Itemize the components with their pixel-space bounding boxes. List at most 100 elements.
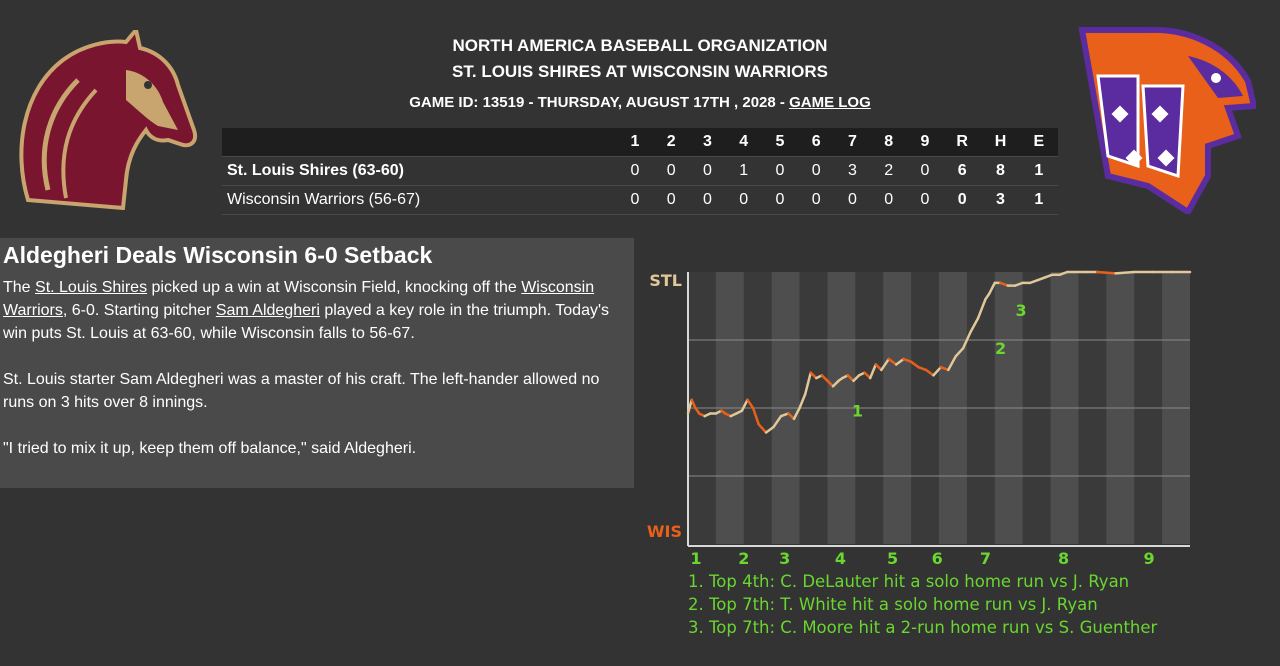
inning-tick-label: 8 (1058, 549, 1069, 568)
inning-header: 5 (775, 133, 785, 150)
inning-header: 9 (920, 133, 930, 150)
win-probability-segment (1058, 270, 1069, 276)
inning-header: 8 (884, 133, 894, 150)
inning-tick-label: 2 (738, 549, 749, 568)
win-probability-segment (924, 368, 935, 377)
win-probability-segment (746, 398, 755, 410)
pitcher-link[interactable]: Sam Aldegheri (215, 302, 320, 319)
inning-score: 0 (920, 191, 930, 208)
home-team-link[interactable]: Wisconsin Warriors (3, 279, 595, 319)
recap-text: The (3, 279, 36, 296)
win-probability-segment (1095, 270, 1117, 275)
win-probability-segment (939, 365, 950, 372)
inning-score: 2 (884, 162, 894, 179)
linescore-table: 1 2 3 4 5 6 7 8 9 R H E St. Louis Shires… (222, 128, 1058, 215)
inning-tick-label: 5 (887, 549, 898, 568)
inning-score: 0 (739, 191, 749, 208)
team-name: St. Louis Shires (63-60) (227, 162, 404, 179)
inning-score: 0 (630, 162, 640, 179)
away-team-row: St. Louis Shires (63-60) 0 0 0 1 0 0 3 2… (222, 156, 1058, 186)
inning-score: 0 (703, 162, 712, 179)
recap-paragraph: St. Louis starter Sam Aldegheri was a ma… (3, 371, 600, 411)
inning-tick-label: 4 (835, 549, 846, 568)
win-probability-segment (880, 357, 891, 372)
runs-header: R (956, 133, 968, 150)
inning-score: 0 (630, 191, 640, 208)
win-probability-segment (820, 374, 829, 383)
organization-title: NORTH AMERICA BASEBALL ORGANIZATION (452, 36, 828, 55)
win-probability-segment (947, 355, 957, 372)
inning-tick-label: 6 (932, 549, 943, 568)
win-probability-segment (803, 371, 812, 396)
team-name: Wisconsin Warriors (56-67) (227, 191, 421, 208)
recap-headline: Aldegheri Deals Wisconsin 6-0 Setback (3, 242, 433, 268)
recap-text: , 6-0. Starting pitcher (62, 302, 216, 319)
inning-score: 0 (848, 191, 857, 208)
runs-total: 0 (957, 191, 967, 208)
win-probability-segment (932, 365, 943, 377)
recap-paragraph: The St. Louis Shires picked up a win at … (3, 276, 618, 345)
inning-score: 0 (775, 162, 785, 179)
win-probability-segment (798, 393, 807, 410)
win-probability-segment (999, 281, 1010, 287)
team-column-header (222, 128, 617, 157)
away-team-link[interactable]: St. Louis Shires (35, 279, 148, 296)
event-marker: 1 (852, 402, 863, 421)
win-probability-segment (954, 346, 965, 358)
inning-tick-label: 9 (1144, 549, 1155, 568)
game-id-date: GAME ID: 13519 - THURSDAY, AUGUST 17TH ,… (409, 94, 790, 111)
hits-total: 3 (996, 191, 1005, 208)
win-probability-segment (1013, 281, 1024, 287)
linescore-header-row: 1 2 3 4 5 6 7 8 9 R H E (222, 128, 1058, 157)
inning-header: 3 (703, 133, 712, 150)
errors-total: 1 (1034, 191, 1044, 208)
win-probability-segment (751, 406, 760, 426)
win-probability-segment (852, 374, 861, 383)
inning-score: 0 (884, 191, 894, 208)
inning-header: 6 (811, 133, 821, 150)
win-probability-segment (887, 357, 898, 366)
inning-score: 1 (739, 162, 749, 179)
win-probability-segment (868, 363, 878, 380)
inning-header: 4 (739, 133, 749, 150)
win-probability-segment (969, 316, 980, 334)
horse-logo-icon (19, 30, 197, 210)
win-probability-segment (1043, 273, 1054, 279)
recap-body: The St. Louis Shires picked up a win at … (3, 276, 618, 460)
win-probability-segment (792, 406, 801, 421)
win-probability-segment (961, 330, 972, 350)
inning-score: 0 (811, 191, 821, 208)
scoring-event: 1. Top 4th: C. DeLauter hit a solo home … (688, 572, 1129, 591)
win-probability-segment (772, 414, 783, 429)
inning-score: 0 (811, 162, 821, 179)
win-probability-segment (846, 374, 855, 383)
inning-tick-label: 7 (980, 549, 991, 568)
win-probability-segment (809, 371, 818, 380)
win-probability-segment (779, 412, 790, 418)
hits-total: 8 (996, 162, 1005, 179)
win-probability-segment (826, 379, 835, 388)
win-probability-segment (1036, 276, 1047, 282)
inning-tick-label: 3 (779, 549, 790, 568)
win-probability-segment (740, 398, 749, 412)
game-log-link[interactable]: GAME LOG (789, 94, 871, 111)
recap-text: picked up a win at Wisconsin Field, knoc… (147, 279, 522, 296)
win-probability-segment (757, 423, 768, 434)
recap-quote: "I tried to mix it up, keep them off bal… (3, 440, 417, 457)
matchup-title: ST. LOUIS SHIRES AT WISCONSIN WARRIORS (452, 62, 828, 81)
scoring-event: 3. Top 7th: C. Moore hit a 2-run home ru… (688, 618, 1158, 637)
runs-total: 6 (957, 162, 967, 179)
home-team-row: Wisconsin Warriors (56-67) 0 0 0 0 0 0 0… (222, 186, 1058, 215)
hits-header: H (994, 133, 1007, 150)
inning-header: 1 (630, 133, 640, 150)
inning-header: 7 (848, 133, 857, 150)
game-info: GAME ID: 13519 - THURSDAY, AUGUST 17TH ,… (230, 94, 1050, 111)
inning-tick-label: 1 (690, 549, 701, 568)
win-probability-segment (764, 425, 775, 434)
win-probability-segment (874, 363, 883, 372)
win-probability-segment (831, 379, 840, 388)
warrior-bird-logo-icon (1078, 26, 1256, 214)
win-probability-segment (686, 398, 693, 415)
win-probability-segment (1114, 270, 1136, 275)
inning-score: 0 (703, 191, 712, 208)
